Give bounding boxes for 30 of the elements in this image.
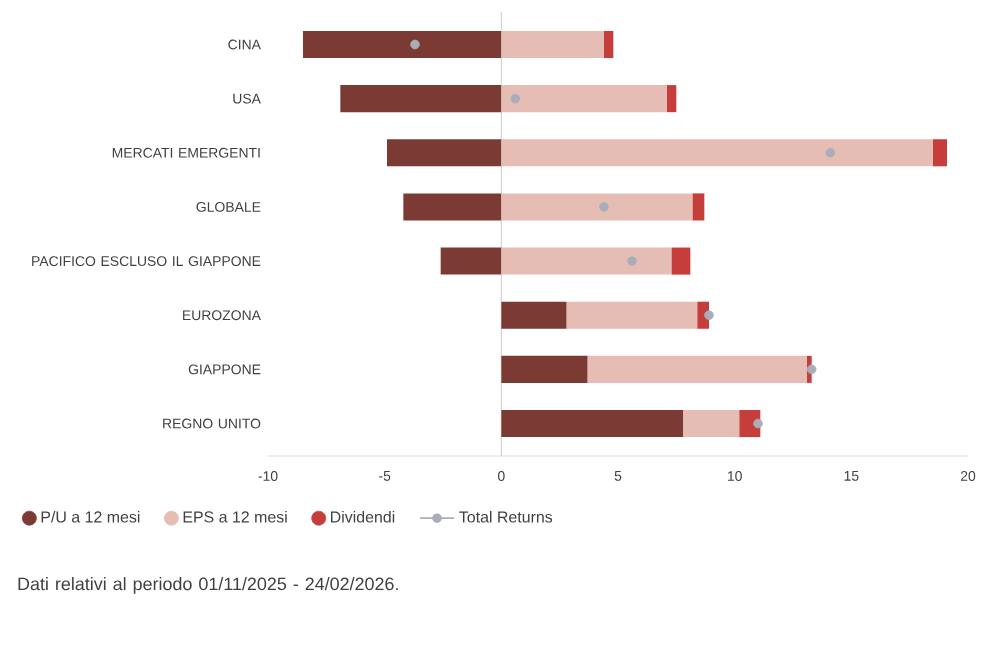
bar [566, 301, 698, 329]
point [510, 93, 521, 104]
bar [303, 30, 502, 59]
point [410, 39, 420, 50]
bar [501, 30, 604, 59]
bar [501, 193, 693, 221]
text: Dati relativi al periodo 01/11/2025 - 24/02/2026. [18, 577, 398, 594]
bar [501, 409, 684, 438]
bar [387, 139, 502, 167]
bar [933, 139, 948, 167]
point [599, 202, 609, 212]
bar [501, 139, 934, 167]
bar [587, 355, 808, 383]
bar [501, 247, 672, 275]
bar [501, 301, 567, 329]
bar [501, 85, 667, 113]
point [825, 148, 836, 158]
bar [667, 85, 677, 113]
bar [403, 193, 502, 221]
bar [604, 30, 614, 59]
point [806, 364, 817, 375]
bar [340, 85, 502, 113]
bar [671, 247, 691, 275]
bar [440, 247, 502, 275]
point [627, 256, 637, 266]
point [753, 418, 763, 429]
bar [692, 193, 705, 221]
bar [501, 355, 588, 383]
bar [683, 409, 740, 438]
point [704, 310, 714, 321]
